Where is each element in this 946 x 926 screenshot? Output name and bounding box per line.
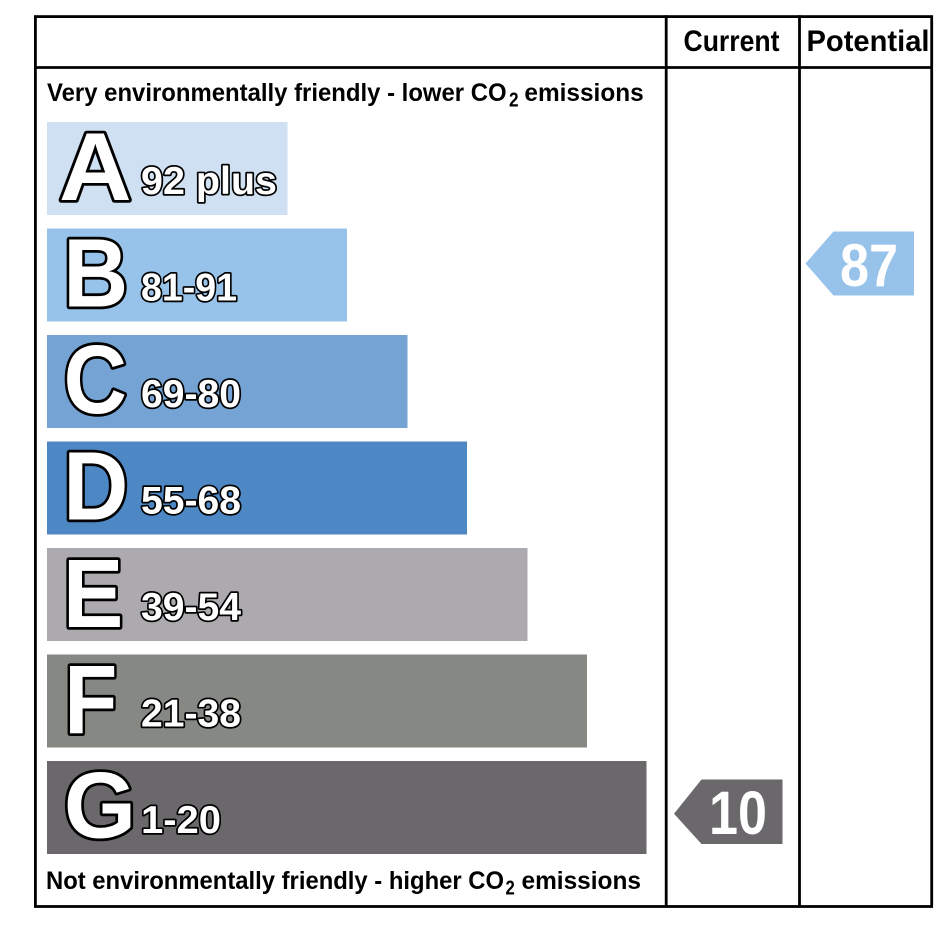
svg-text:2: 2 — [506, 878, 515, 900]
svg-text:A: A — [59, 113, 132, 221]
svg-text:Current: Current — [684, 25, 780, 58]
svg-text:C: C — [64, 325, 127, 434]
svg-text:55-68: 55-68 — [141, 480, 241, 523]
svg-text:81-91: 81-91 — [141, 267, 237, 310]
svg-text:1-20: 1-20 — [141, 799, 221, 842]
svg-text:Very environmentally friendly: Very environmentally friendly - lower CO — [47, 79, 507, 107]
svg-text:F: F — [64, 646, 117, 754]
svg-text:39-54: 39-54 — [141, 586, 241, 629]
svg-text:10: 10 — [709, 779, 767, 847]
svg-text:2: 2 — [509, 90, 519, 112]
svg-text:D: D — [63, 431, 128, 540]
svg-text:Not environmentally friendly -: Not environmentally friendly - higher CO — [46, 867, 504, 895]
svg-text:emissions: emissions — [524, 79, 643, 107]
svg-text:E: E — [63, 539, 123, 647]
svg-text:emissions: emissions — [522, 867, 642, 895]
svg-text:69-80: 69-80 — [141, 373, 241, 416]
svg-text:21-38: 21-38 — [141, 693, 241, 736]
svg-text:87: 87 — [840, 232, 898, 299]
svg-text:G: G — [64, 752, 136, 858]
svg-text:B: B — [63, 218, 128, 327]
svg-text:Potential: Potential — [807, 25, 930, 58]
svg-text:92 plus: 92 plus — [141, 160, 277, 203]
